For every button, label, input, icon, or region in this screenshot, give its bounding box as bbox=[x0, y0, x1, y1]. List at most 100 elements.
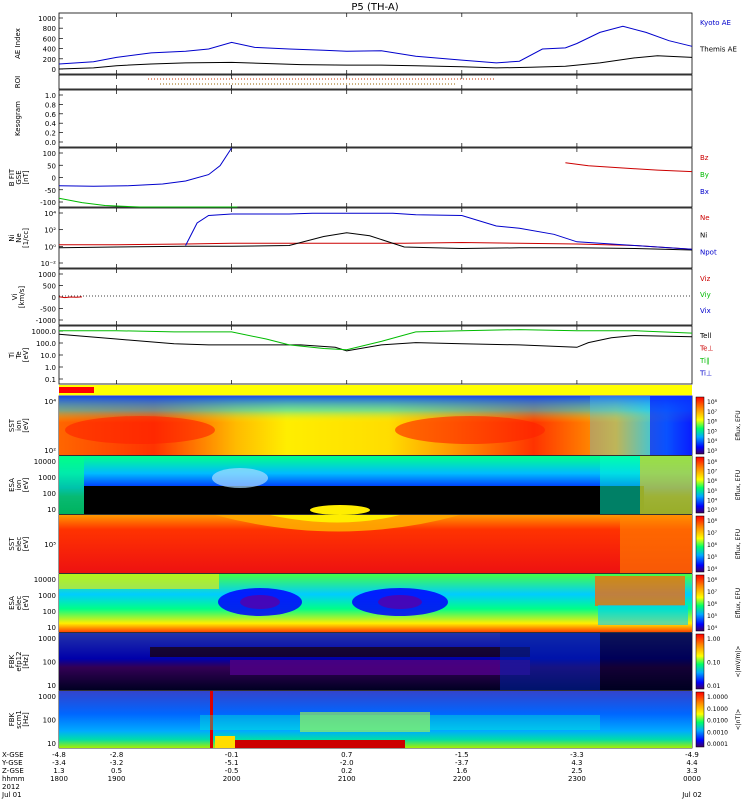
ephemeris-value: 0000 bbox=[683, 775, 701, 783]
panel-ylabel-7: [eV] bbox=[22, 418, 30, 433]
ephemeris-value: -3.2 bbox=[110, 759, 124, 767]
panel-ytick-label: 1000 bbox=[38, 271, 56, 279]
colorbar-tick-label: 10⁷ bbox=[707, 469, 718, 476]
series-line-ti bbox=[59, 329, 693, 351]
colorbar-tick-label: 10⁵ bbox=[707, 428, 718, 435]
colorbar-7 bbox=[695, 396, 705, 455]
ephemeris-value: 0.5 bbox=[111, 767, 122, 775]
colorbar-tick-label: 10⁵ bbox=[707, 613, 718, 620]
panel-ylabel-4: Ni bbox=[8, 234, 16, 241]
panel-ytick-label: 100 bbox=[43, 717, 56, 725]
colorbar-11 bbox=[695, 633, 705, 690]
colorbar-tick-label: 0.1000 bbox=[707, 706, 728, 713]
legend-entry: Ti⊥ bbox=[699, 370, 712, 378]
sst-ion-spectrogram bbox=[59, 396, 692, 455]
panel-ylabel-9: SST bbox=[8, 537, 16, 551]
colorbar-tick-label: 10³ bbox=[707, 448, 718, 455]
fbk-efp-spectrogram bbox=[59, 633, 692, 690]
panel-ytick-label: 0.1 bbox=[45, 376, 56, 384]
panel-ylabel-3: B FIT bbox=[8, 168, 16, 186]
colorbar-tick-label: 1.0000 bbox=[707, 694, 728, 701]
sst-elec-spectrogram bbox=[59, 515, 692, 573]
colorbar-tick-label: 10⁸ bbox=[707, 518, 718, 525]
panel-ytick-label: 10 bbox=[47, 506, 56, 514]
panel-ylabel-12: [Hz] bbox=[22, 712, 30, 727]
panel-ylabel-7: ion bbox=[15, 420, 23, 431]
panel-ylabel-11: efp12 bbox=[15, 651, 23, 671]
legend-entry: Ne bbox=[700, 214, 710, 222]
colorbar-label: <|mV/m|> bbox=[735, 646, 742, 678]
panel-ytick-label: 100 bbox=[43, 659, 56, 667]
colorbar-label: Eflux, EFU bbox=[735, 529, 742, 559]
panel-ylabel-10: [eV] bbox=[22, 595, 30, 610]
panel-ytick-label: 100 bbox=[43, 150, 56, 158]
panel-ylabel-8: [eV] bbox=[22, 477, 30, 492]
panel-ytick-label: 10000 bbox=[34, 458, 56, 466]
panel-frame-3 bbox=[58, 147, 693, 208]
legend-entry: Npot bbox=[700, 249, 717, 257]
ephemeris-value: 1900 bbox=[108, 775, 126, 783]
panel-ytick-label: 10² bbox=[44, 447, 56, 455]
legend-entry: Ti∥ bbox=[699, 357, 710, 365]
panel-ytick-label: 800 bbox=[43, 25, 56, 33]
panel-frame-6 bbox=[58, 325, 693, 385]
fbk-scm-spectrogram bbox=[59, 691, 692, 748]
ephemeris-value: -3.4 bbox=[52, 759, 66, 767]
colorbar-tick-label: 10⁸ bbox=[707, 459, 718, 466]
panel-frame-4 bbox=[58, 207, 693, 269]
series-line-npot bbox=[185, 212, 693, 250]
colorbar-tick-label: 0.10 bbox=[707, 660, 721, 667]
panel-ytick-label: 10⁰ bbox=[44, 243, 56, 251]
panel-ytick-label: 10 bbox=[47, 740, 56, 748]
ephemeris-value: 3.3 bbox=[686, 767, 697, 775]
line-series bbox=[58, 25, 693, 352]
region-status-strip bbox=[59, 385, 692, 395]
panel-ylabel-5: Vi bbox=[11, 294, 19, 301]
colorbar-12 bbox=[695, 691, 705, 748]
panel-ylabel-9: elec bbox=[15, 537, 23, 552]
colorbar-9 bbox=[695, 515, 705, 573]
legend-entry: Te⊥ bbox=[699, 345, 714, 353]
colorbar-tick-label: 10⁸ bbox=[707, 399, 718, 406]
colorbar-label: <|nT|> bbox=[735, 709, 742, 731]
ephemeris-value: -4.9 bbox=[685, 751, 699, 759]
panel-ytick-label: 0.2 bbox=[45, 130, 56, 138]
panel-ytick-label: 1000 bbox=[38, 635, 56, 643]
spectrogram-panels bbox=[59, 385, 692, 748]
panel-ylabel-4: Ne bbox=[15, 233, 23, 243]
panel-ytick-label: -100 bbox=[40, 199, 56, 207]
legend-entry: Vix bbox=[700, 307, 711, 315]
ephemeris-value: 2300 bbox=[568, 775, 586, 783]
ephemeris-value: 1800 bbox=[50, 775, 68, 783]
colorbar-tick-label: 10³ bbox=[707, 507, 718, 514]
series-line-kyotoae bbox=[58, 25, 693, 65]
panel-ytick-label: 1000 bbox=[38, 15, 56, 23]
panel-ytick-label: 1.0 bbox=[45, 364, 56, 372]
colorbar-tick-label: 0.0100 bbox=[707, 718, 728, 725]
start-date: Jul 01 bbox=[1, 791, 22, 799]
esa-elec-spectrogram bbox=[59, 574, 692, 632]
series-line-viz bbox=[58, 296, 83, 299]
panel-frame-2 bbox=[58, 89, 693, 148]
panel-ytick-label: 10⁵ bbox=[44, 541, 56, 549]
colorbar-tick-label: 10⁶ bbox=[707, 478, 718, 485]
colorbar-tick-label: 10⁷ bbox=[707, 409, 718, 416]
ephemeris-value: 2200 bbox=[453, 775, 471, 783]
panel-ytick-label: 500 bbox=[43, 283, 56, 291]
panel-ytick-label: -1000 bbox=[36, 317, 56, 325]
legend-entry: Bz bbox=[700, 154, 709, 162]
panel-ylabel-11: FBK bbox=[8, 654, 16, 668]
ephemeris-value: 4.3 bbox=[571, 759, 582, 767]
colorbars: 10⁸ 10⁷ 10⁶ 10⁵ 10⁴ 10³ Eflux, EFU 10⁸ 10⁷ 10⁶ 10⁵… bbox=[695, 396, 742, 748]
panel-ytick-label: 10 bbox=[47, 624, 56, 632]
colorbar-tick-label: 10⁵ bbox=[707, 488, 718, 495]
figure-title: P5 (TH-A) bbox=[351, 2, 398, 13]
ephemeris-value: -0.5 bbox=[225, 767, 239, 775]
ephemeris-value: -0.1 bbox=[225, 751, 239, 759]
panel-ylabel-6: Ti bbox=[8, 352, 16, 359]
panel-ytick-label: 1000 bbox=[38, 474, 56, 482]
panel-ylabel-5: [km/s] bbox=[18, 286, 26, 309]
panel-ytick-label: 10000 bbox=[34, 576, 56, 584]
colorbar-label: Eflux, EFU bbox=[735, 470, 742, 500]
end-date: Jul 02 bbox=[681, 791, 702, 799]
